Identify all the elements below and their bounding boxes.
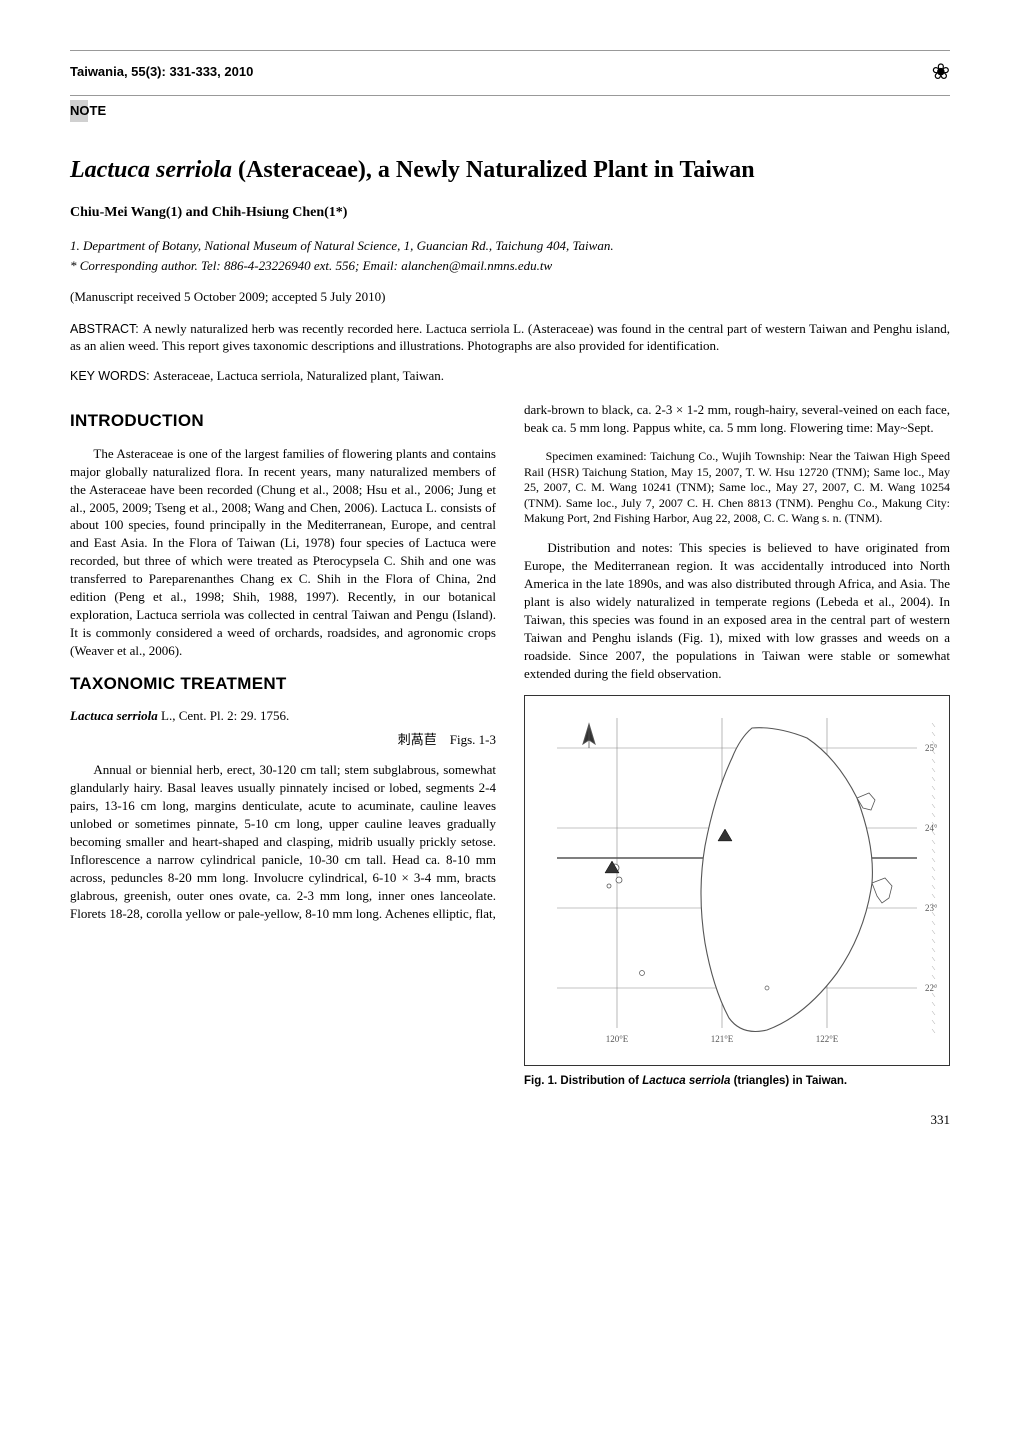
abstract-text: A newly naturalized herb was recently re… xyxy=(70,321,950,354)
journal-header: Taiwania, 55(3): 331-333, 2010 ❀ xyxy=(70,50,950,87)
right-column: dark-brown to black, ca. 2-3 × 1-2 mm, r… xyxy=(524,401,950,1089)
keywords-label: KEY WORDS: xyxy=(70,369,153,383)
title-taxon: Lactuca serriola xyxy=(70,157,232,183)
taxonomic-description: Annual or biennial herb, erect, 30-120 c… xyxy=(70,761,496,922)
article-title: Lactuca serriola (Asteraceae), a Newly N… xyxy=(70,154,950,186)
corresponding-author: * Corresponding author. Tel: 886-4-23226… xyxy=(70,257,950,275)
figure-1-caption: Fig. 1. Distribution of Lactuca serriola… xyxy=(524,1074,950,1090)
note-block: NOTE xyxy=(70,100,950,140)
header-rule xyxy=(70,95,950,96)
abstract-label: ABSTRACT: xyxy=(70,322,143,336)
specimens-label: Specimen examined: xyxy=(546,449,651,463)
journal-logo-icon: ❀ xyxy=(932,57,950,87)
title-rest: (Asteraceae), a Newly Naturalized Plant … xyxy=(232,157,755,183)
figure-1-map: 120°E121°E122°E25°24°23°22°TROPIC OF CAN… xyxy=(524,695,950,1066)
taiwan-distribution-map: 120°E121°E122°E25°24°23°22°TROPIC OF CAN… xyxy=(537,708,937,1048)
note-label: NOTE xyxy=(70,102,106,120)
svg-text:121°E: 121°E xyxy=(711,1034,734,1044)
svg-text:22°: 22° xyxy=(925,983,937,993)
svg-text:122°E: 122°E xyxy=(816,1034,839,1044)
journal-citation: Taiwania, 55(3): 331-333, 2010 xyxy=(70,63,253,81)
svg-text:25°: 25° xyxy=(925,743,937,753)
section-intro-head: INTRODUCTION xyxy=(70,409,496,432)
svg-text:24°: 24° xyxy=(925,823,937,833)
taxon-name: Lactuca serriola xyxy=(70,708,158,723)
specimens-examined: Specimen examined: Taichung Co., Wujih T… xyxy=(524,449,950,527)
fig-caption-text: Fig. 1. Distribution of Lactuca serriola… xyxy=(524,1075,847,1087)
authors: Chiu-Mei Wang(1) and Chih-Hsiung Chen(1*… xyxy=(70,204,950,223)
chinese-name-figs: 刺萵苣 Figs. 1-3 xyxy=(70,731,496,749)
svg-text:23°: 23° xyxy=(925,903,937,913)
taxon-authority: L., Cent. Pl. 2: 29. 1756. xyxy=(158,708,289,723)
svg-text:120°E: 120°E xyxy=(606,1034,629,1044)
page-number: 331 xyxy=(70,1111,950,1129)
taxon-citation: Lactuca serriola L., Cent. Pl. 2: 29. 17… xyxy=(70,707,496,725)
abstract: ABSTRACT: A newly naturalized herb was r… xyxy=(70,320,950,356)
left-column: INTRODUCTION The Asteraceae is one of th… xyxy=(70,401,496,1089)
intro-paragraph: The Asteraceae is one of the largest fam… xyxy=(70,445,496,660)
keywords: KEY WORDS: Asteraceae, Lactuca serriola,… xyxy=(70,367,950,385)
affiliation: 1. Department of Botany, National Museum… xyxy=(70,237,950,255)
body-columns: INTRODUCTION The Asteraceae is one of th… xyxy=(70,401,950,1089)
description-continued: dark-brown to black, ca. 2-3 × 1-2 mm, r… xyxy=(524,401,950,437)
distribution-notes: Distribution and notes: This species is … xyxy=(524,539,950,683)
keywords-text: Asteraceae, Lactuca serriola, Naturalize… xyxy=(153,368,444,383)
section-taxonomic-head: TAXONOMIC TREATMENT xyxy=(70,672,496,695)
manuscript-dates: (Manuscript received 5 October 2009; acc… xyxy=(70,288,950,306)
